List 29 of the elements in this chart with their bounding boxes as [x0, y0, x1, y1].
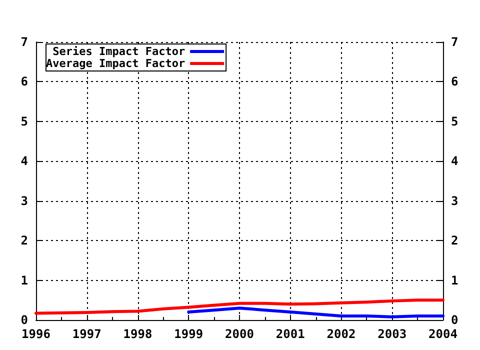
y2-tick-label: 0: [451, 313, 458, 327]
x-tick-label: 1997: [72, 327, 102, 341]
x-tick-label: 1996: [22, 327, 50, 341]
y-tick-label: 6: [20, 74, 28, 89]
x-tick-label: 2003: [378, 327, 407, 341]
y-tick-label: 0: [20, 313, 28, 327]
y2-tick-label: 2: [451, 234, 458, 248]
y2-tick-label: 7: [451, 35, 458, 49]
x-tick-label: 2000: [225, 327, 254, 341]
x-tick-label: 2004: [428, 327, 458, 341]
y2-tick-label: 1: [451, 273, 458, 288]
legend-label: Average Impact Factor: [46, 57, 186, 70]
y2-tick-label: 5: [451, 114, 458, 128]
x-tick-label: 1998: [123, 327, 152, 341]
y2-tick-label: 6: [451, 74, 458, 89]
y-tick-label: 7: [20, 35, 28, 49]
y2-tick-label: 4: [451, 154, 458, 168]
y-tick-label: 5: [20, 114, 28, 128]
y-tick-label: 3: [20, 194, 28, 208]
legend-label: Series Impact Factor: [52, 45, 186, 58]
y-tick-label: 2: [20, 234, 28, 248]
y-tick-label: 1: [20, 273, 28, 288]
y-tick-label: 4: [20, 154, 28, 168]
x-tick-label: 1999: [174, 327, 204, 341]
line-series: [34, 298, 444, 315]
y2-tick-label: 3: [451, 194, 458, 208]
x-tick-label: 2002: [326, 327, 356, 341]
line-series: [187, 306, 444, 318]
x-tick-label: 2001: [276, 327, 305, 341]
